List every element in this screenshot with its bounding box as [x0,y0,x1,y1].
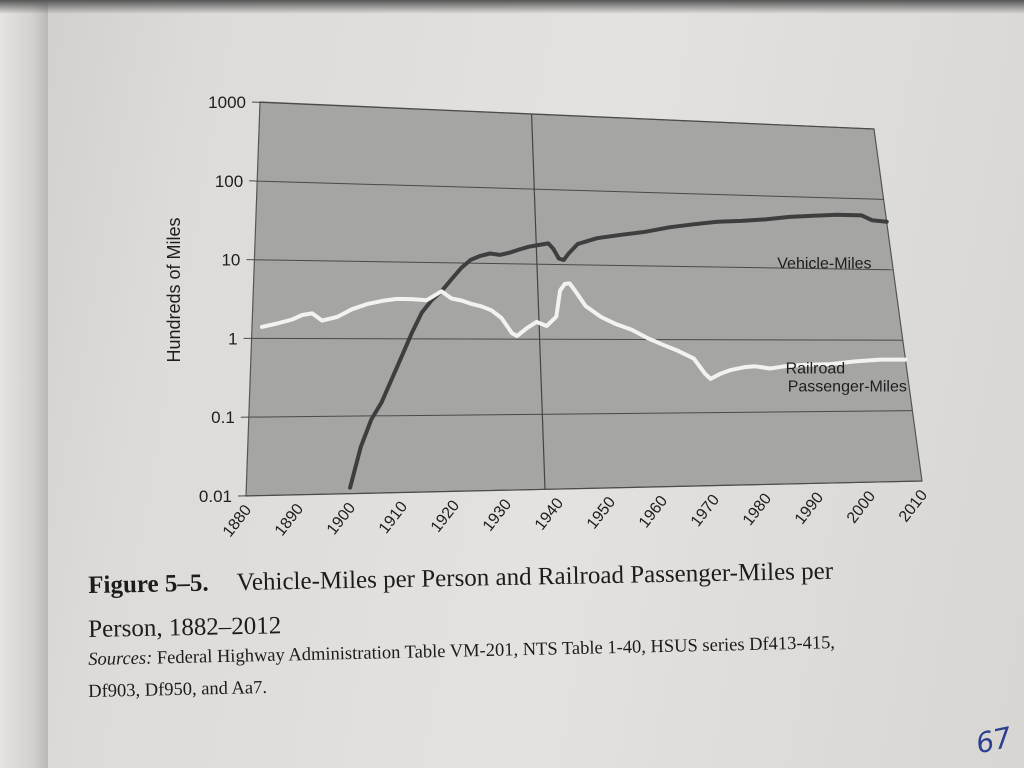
vehicle-miles-annotation: Vehicle-Miles [777,256,871,273]
vehicle-miles-line [348,212,889,490]
sources-label: Sources: [88,648,153,670]
x-tick-label: 1940 [532,495,567,534]
gridline-y [237,480,923,497]
x-tick-label: 2010 [896,487,931,526]
page-left-edge [0,0,48,768]
x-tick-label: 1970 [688,492,723,531]
sources-line2: Df903, Df950, and Aa7. [88,677,268,702]
x-tick-label: 1880 [220,502,255,541]
x-tick-label: 1910 [376,498,411,537]
y-tick-label: 0.1 [211,408,235,427]
y-tick-label: 1000 [208,93,246,112]
x-tick-label: 1980 [740,490,775,529]
x-tick-label: 1890 [272,501,307,540]
railroad-passenger-miles-line [260,281,908,381]
y-tick-label: 10 [221,251,240,270]
y-tick-label: 100 [215,172,243,191]
x-tick-label: 1930 [480,496,515,535]
y-tick-label: 0.01 [199,487,232,506]
reference-line-vertical [530,113,546,490]
x-tick-label: 1920 [428,497,463,536]
plot-area [245,101,923,497]
railroad-annotation-line2: Passenger-Miles [788,378,907,395]
x-tick-label: 2000 [844,488,879,527]
railroad-annotation-line1: Railroad [786,360,846,377]
y-tick-label: 1 [228,329,237,348]
gridline-y [249,180,884,200]
gridline-y [243,337,903,341]
top-shadow [0,0,1024,14]
gridline-y [251,101,875,130]
gridline-y [240,410,913,418]
x-tick-label: 1900 [324,500,359,539]
figure-caption-line2: Person, 1882–2012 [88,612,282,643]
x-tick-label: 1960 [636,493,671,532]
figure-label: Figure 5–5. [88,569,209,599]
gridline-y [246,259,894,271]
x-tick-label: 1990 [792,489,827,528]
y-axis-label: Hundreds of Miles [164,217,184,362]
x-tick-label: 1950 [584,494,619,533]
